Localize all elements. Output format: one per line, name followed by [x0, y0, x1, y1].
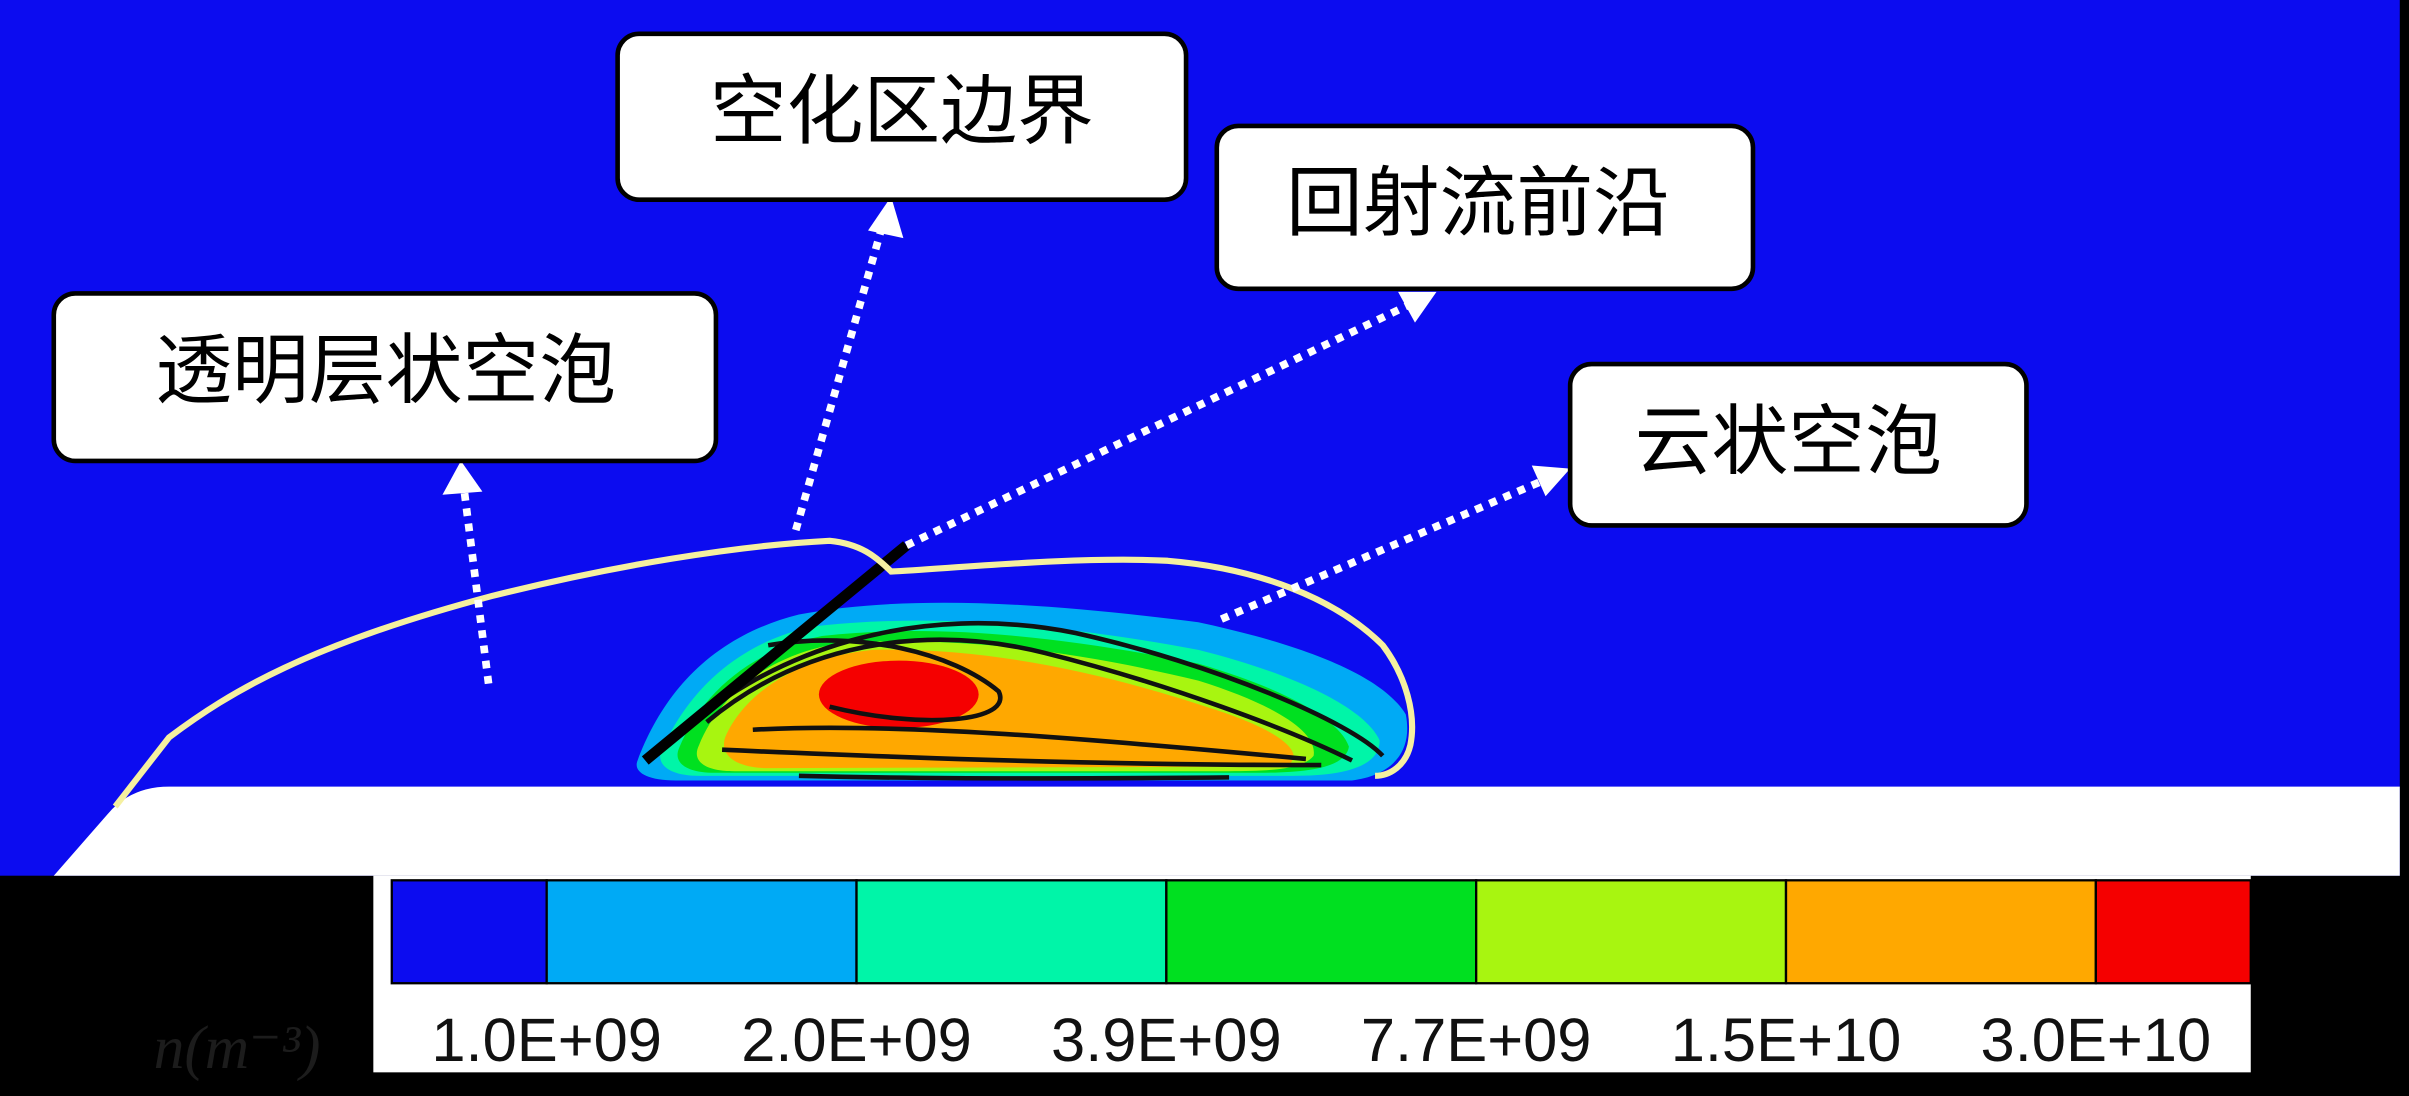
callout-box	[615, 31, 1189, 203]
callout-label: 透明层状空泡	[155, 329, 616, 414]
colorbar-swatch	[2094, 879, 2252, 985]
arrowhead	[1531, 465, 1571, 497]
colorbar-label: 3.9E+09	[1051, 1006, 1282, 1075]
colorbar-swatch	[1784, 879, 2097, 985]
callout-label: 空化区边界	[710, 69, 1094, 154]
cavity-outline	[112, 537, 1416, 809]
arrowhead	[442, 460, 483, 495]
streamlines	[659, 620, 1385, 781]
hydrofoil-surface	[53, 786, 2400, 876]
colorbar: 1.0E+09 2.0E+09 3.9E+09 7.7E+09 1.5E+10 3.0E+…	[390, 879, 2252, 1075]
cavity-boundary-line	[641, 541, 910, 765]
pointer-line	[1219, 477, 1545, 623]
pointer-line	[904, 300, 1413, 549]
colorbar-swatch	[390, 879, 548, 985]
pointers	[460, 226, 1545, 685]
streamline	[798, 773, 1230, 781]
callout-box	[1567, 361, 2029, 528]
arrowhead	[1398, 291, 1437, 323]
colorbar-label: 7.7E+09	[1361, 1006, 1592, 1075]
streamline	[767, 638, 1003, 723]
streamline	[752, 725, 1307, 762]
contours	[636, 602, 1408, 781]
callout-box	[1214, 123, 1756, 292]
colorbar-unit: n(m⁻³)	[154, 1014, 321, 1082]
colorbar-swatch	[855, 879, 1168, 985]
pointer-line	[460, 488, 493, 685]
streamline	[659, 620, 1385, 758]
colorbar-swatch	[545, 879, 858, 985]
colorbar-label: 1.5E+10	[1671, 1006, 1902, 1075]
streamline	[705, 637, 1354, 763]
pointer-line	[792, 226, 886, 532]
arrowhead	[868, 196, 904, 239]
callout-box	[51, 291, 719, 464]
callouts: 空化区边界 回射流前沿 透明层状空泡 云状空泡	[51, 31, 2029, 528]
callout-label: 回射流前沿	[1286, 162, 1670, 247]
callout-label: 云状空泡	[1635, 400, 1942, 485]
colorbar-label: 1.0E+09	[431, 1006, 662, 1075]
colorbar-label: 2.0E+09	[741, 1006, 972, 1075]
colorbar-swatch	[1165, 879, 1478, 985]
colorbar-swatch	[1475, 879, 1788, 985]
colorbar-label: 3.0E+10	[1981, 1006, 2212, 1075]
streamline	[721, 747, 1322, 768]
arrowheads	[442, 196, 1571, 497]
